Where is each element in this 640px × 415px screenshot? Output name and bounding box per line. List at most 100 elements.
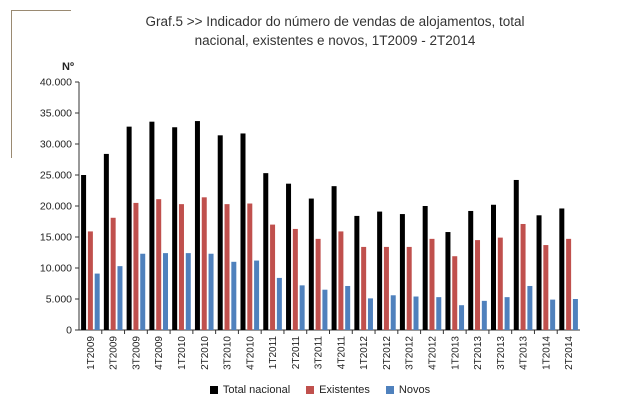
bar-existentes	[110, 217, 116, 330]
bar-existentes	[566, 238, 572, 330]
bar-existentes	[247, 203, 253, 330]
bar-total-nacional	[399, 214, 405, 330]
bar-existentes	[383, 246, 389, 330]
x-tick-label: 1T2012	[359, 336, 370, 370]
bar-novos	[163, 253, 169, 330]
x-tick-label: 4T2012	[427, 336, 438, 370]
bar-novos	[254, 260, 260, 330]
x-tick-label: 3T2011	[314, 336, 325, 370]
bar-novos	[185, 253, 191, 330]
bar-total-nacional	[422, 206, 428, 330]
corner-decoration-vertical	[11, 10, 12, 158]
bar-novos	[367, 298, 373, 330]
bar-total-nacional	[217, 135, 223, 330]
bar-existentes	[475, 240, 481, 330]
chart-title-line-1: Graf.5 >> Indicador do número de vendas …	[145, 14, 525, 29]
bar-total-nacional	[126, 126, 132, 330]
bar-novos	[94, 273, 100, 330]
bar-novos	[208, 253, 214, 330]
bar-novos	[322, 289, 328, 330]
bar-total-nacional	[536, 215, 542, 330]
bar-total-nacional	[331, 186, 337, 330]
x-tick-label: 3T2012	[405, 336, 416, 370]
bar-total-nacional	[513, 179, 519, 330]
x-tick-label: 3T2009	[131, 336, 142, 370]
bar-existentes	[520, 223, 526, 330]
legend-item-novos: Novos	[385, 384, 431, 396]
bar-existentes	[178, 204, 184, 330]
bar-existentes	[224, 204, 230, 330]
bar-existentes	[201, 197, 207, 330]
x-tick-label: 4T2013	[519, 336, 530, 370]
bar-novos	[572, 299, 578, 330]
bar-total-nacional	[103, 153, 109, 330]
x-tick-label: 2T2009	[109, 336, 120, 370]
bar-existentes	[497, 237, 503, 330]
x-tick-label: 1T2013	[450, 336, 461, 370]
bar-total-nacional	[559, 208, 565, 330]
bar-novos	[459, 305, 465, 330]
x-tick-label: 1T2014	[541, 336, 552, 370]
bar-total-nacional	[490, 204, 496, 330]
bar-novos	[436, 297, 442, 330]
chart-title-line-2: nacional, existentes e novos, 1T2009 - 2…	[194, 33, 476, 48]
legend-swatch	[209, 386, 218, 394]
bar-novos	[345, 285, 351, 330]
x-tick-label: 2T2011	[291, 336, 302, 370]
bar-total-nacional	[263, 173, 269, 330]
x-tick-label: 3T2010	[223, 336, 234, 370]
bar-total-nacional	[240, 133, 246, 330]
bar-existentes	[270, 224, 276, 330]
x-tick-label: 4T2011	[336, 336, 347, 370]
legend-label: Total nacional	[222, 384, 291, 396]
bar-existentes	[87, 231, 93, 330]
y-tick-label: 35.000	[40, 108, 72, 120]
x-tick-label: 1T2009	[86, 336, 97, 370]
x-tick-label: 2T2012	[382, 336, 393, 370]
y-axis-unit-label: Nº	[62, 61, 74, 73]
y-tick-label: 15.000	[40, 232, 72, 244]
legend-swatch	[385, 386, 394, 394]
bar-total-nacional	[308, 198, 314, 330]
y-tick-label: 5.000	[46, 294, 72, 306]
x-tick-label: 1T2010	[177, 336, 188, 370]
bar-existentes	[429, 238, 435, 330]
bar-novos	[276, 277, 282, 330]
y-tick-label: 20.000	[40, 201, 72, 213]
chart-title: Graf.5 >> Indicador do número de vendas …	[0, 12, 640, 50]
bar-novos	[140, 253, 146, 330]
bar-total-nacional	[172, 127, 178, 330]
legend-item-total-nacional: Total nacional	[209, 384, 291, 396]
bar-novos	[117, 266, 123, 330]
bar-novos	[413, 296, 419, 330]
corner-decoration-horizontal	[11, 10, 71, 11]
y-tick-label: 25.000	[40, 170, 72, 182]
y-tick-label: 10.000	[40, 263, 72, 275]
x-tick-label: 1T2011	[268, 336, 279, 370]
bar-total-nacional	[354, 215, 360, 330]
x-tick-label: 2T2010	[200, 336, 211, 370]
bar-existentes	[156, 199, 162, 330]
bar-existentes	[292, 228, 298, 330]
bar-existentes	[406, 246, 412, 330]
bar-existentes	[361, 246, 367, 330]
x-tick-label: 3T2013	[496, 336, 507, 370]
y-tick-label: 40.000	[40, 77, 72, 89]
bar-novos	[299, 285, 305, 330]
legend-label: Novos	[398, 384, 431, 396]
bar-total-nacional	[468, 210, 474, 330]
bar-novos	[481, 300, 487, 330]
y-tick-label: 30.000	[40, 139, 72, 151]
bar-novos	[390, 295, 396, 330]
bar-existentes	[452, 256, 458, 330]
bar-total-nacional	[377, 211, 383, 330]
bar-existentes	[543, 245, 549, 330]
bar-novos	[527, 285, 533, 330]
y-tick-label: 0	[66, 325, 72, 337]
bar-existentes	[338, 231, 344, 330]
bar-total-nacional	[81, 175, 87, 330]
legend-label: Existentes	[319, 384, 370, 396]
bar-existentes	[315, 238, 321, 330]
x-tick-label: 2T2014	[564, 336, 575, 370]
bar-total-nacional	[149, 121, 155, 331]
